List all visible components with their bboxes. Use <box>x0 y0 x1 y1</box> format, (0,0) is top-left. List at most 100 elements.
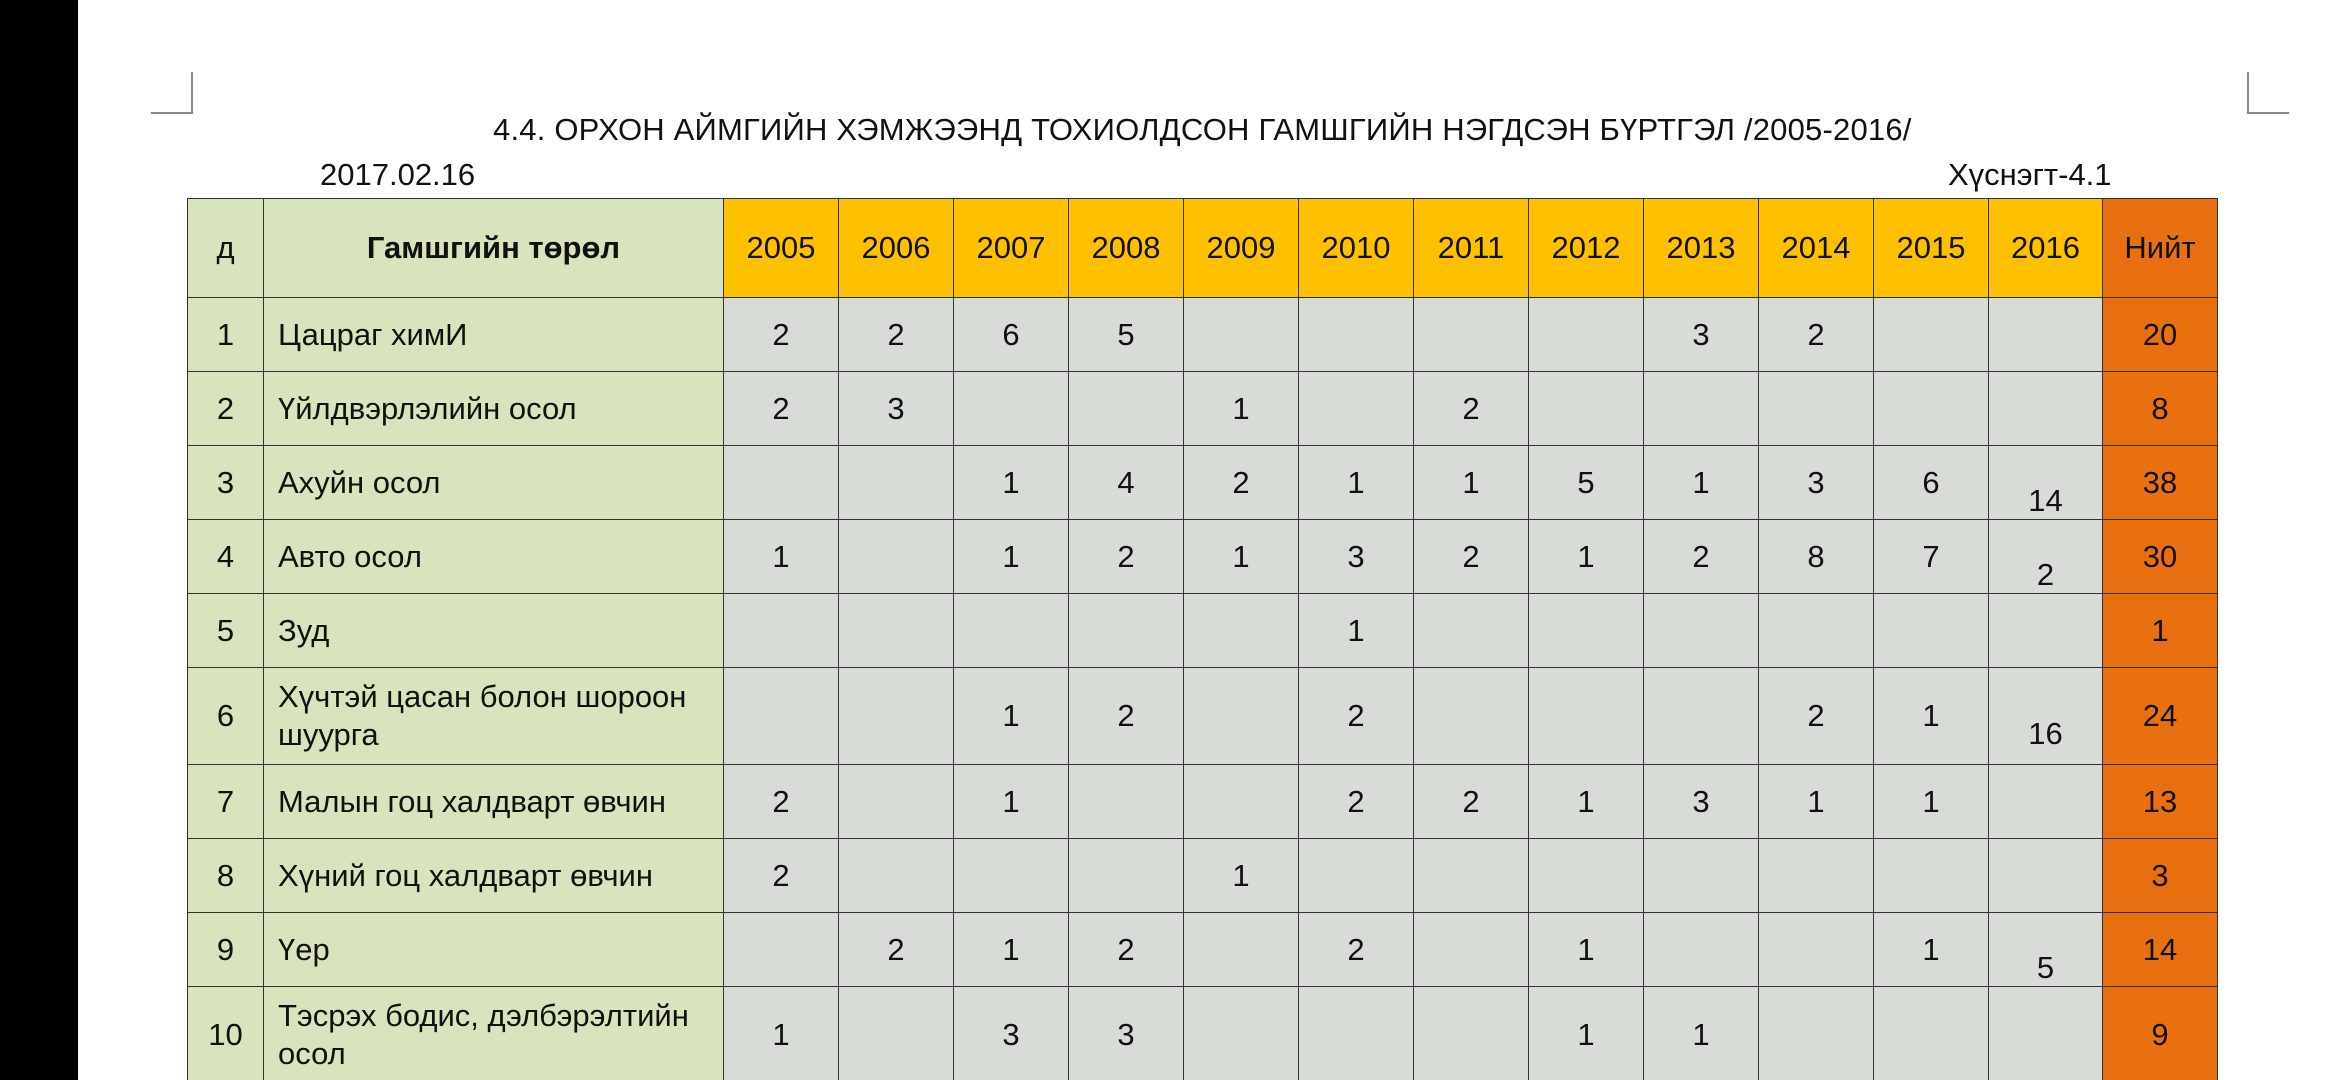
cell-2009 <box>1183 986 1299 1080</box>
header-year-2007: 2007 <box>953 198 1069 298</box>
row-number: 5 <box>187 593 264 668</box>
cell-value: 1 <box>1347 612 1365 648</box>
cell-2014: 8 <box>1758 519 1874 594</box>
cell-2016 <box>1988 986 2103 1080</box>
cell-value: 5 <box>1577 464 1595 500</box>
cell-2008: 2 <box>1068 519 1184 594</box>
cell-value: 2 <box>887 316 905 352</box>
row-number: 9 <box>187 912 264 987</box>
cell-value: 1 <box>1807 783 1825 819</box>
row-total: 1 <box>2102 593 2218 668</box>
disaster-type-cell: Зуд <box>263 593 724 668</box>
cell-value: 14 <box>2028 482 2063 518</box>
cell-2008 <box>1068 764 1184 839</box>
cell-2005 <box>723 593 839 668</box>
cell-2012: 1 <box>1528 986 1644 1080</box>
table-header-row: д Гамшгийн төрөл 2005 2006 2007 2008 2009 201… <box>187 198 2218 298</box>
cell-2009 <box>1183 667 1299 765</box>
table-row: 7 Малын гоц халдварт өвчин 2 1 2 2 1 3 1 1 13 <box>187 764 2218 839</box>
cell-2010 <box>1298 838 1414 913</box>
row-total: 20 <box>2102 297 2218 372</box>
cell-value: 5 <box>2036 949 2055 985</box>
disaster-type-cell: Малын гоц халдварт өвчин <box>263 764 724 839</box>
cell-value: 2 <box>772 857 790 893</box>
cell-2008 <box>1068 371 1184 446</box>
cell-value: 2 <box>1232 464 1250 500</box>
table-row: 4 Авто осол 1 1 2 1 3 2 1 2 8 7 2 30 <box>187 519 2218 594</box>
table-body: 1 Цацраг химИ 2 2 6 5 3 2 20 2 Үйлдвэрлэлийн осол 2… <box>187 297 2218 1080</box>
cell-2006 <box>838 838 954 913</box>
cell-2009: 1 <box>1183 519 1299 594</box>
cell-value: 1 <box>1232 390 1250 426</box>
cell-2010: 2 <box>1298 912 1414 987</box>
cell-2007: 1 <box>953 667 1069 765</box>
cell-2007 <box>953 838 1069 913</box>
header-number: д <box>187 198 264 298</box>
cell-2005: 2 <box>723 838 839 913</box>
row-total: 8 <box>2102 371 2218 446</box>
cell-2010: 1 <box>1298 593 1414 668</box>
cell-value: 1 <box>1002 931 1020 967</box>
cell-value: 1 <box>1577 1017 1595 1052</box>
cell-value: 3 <box>1692 316 1710 352</box>
cell-2005: 2 <box>723 764 839 839</box>
cell-2015: 1 <box>1873 912 1989 987</box>
cell-2016: 16 <box>1988 667 2103 765</box>
cell-value: 2 <box>1807 316 1825 352</box>
cell-value: 2 <box>1347 698 1365 733</box>
cell-value: 1 <box>1347 464 1365 500</box>
cell-2006: 2 <box>838 912 954 987</box>
disaster-type-cell: Тэсрэх бодис, дэлбэрэлтийн осол <box>263 986 724 1080</box>
header-total: Нийт <box>2102 198 2218 298</box>
cell-2007: 1 <box>953 445 1069 520</box>
appendix-label: Хүснэгт-4.1 <box>1948 157 2112 192</box>
cell-2013: 1 <box>1643 445 1759 520</box>
cell-2014 <box>1758 371 1874 446</box>
header-year-2006: 2006 <box>838 198 954 298</box>
cell-2012: 5 <box>1528 445 1644 520</box>
cell-2008: 2 <box>1068 667 1184 765</box>
cell-value: 1 <box>1232 538 1250 574</box>
cell-2008: 3 <box>1068 986 1184 1080</box>
cell-2016 <box>1988 593 2103 668</box>
cell-2008 <box>1068 593 1184 668</box>
cell-value: 3 <box>1347 538 1365 574</box>
cell-value: 1 <box>1692 464 1710 500</box>
row-total: 14 <box>2102 912 2218 987</box>
cell-2016 <box>1988 297 2103 372</box>
document-page: 4.4. ОРХОН АЙМГИЙН ХЭМЖЭЭНД ТОХИОЛДСОН Г… <box>78 0 2340 1080</box>
cell-2012: 1 <box>1528 764 1644 839</box>
cell-2015 <box>1873 838 1989 913</box>
header-year-2016: 2016 <box>1988 198 2103 298</box>
cell-2014: 2 <box>1758 667 1874 765</box>
cell-2014: 1 <box>1758 764 1874 839</box>
cell-value: 3 <box>1002 1017 1020 1052</box>
cell-value: 2 <box>1117 538 1135 574</box>
cell-2015: 7 <box>1873 519 1989 594</box>
cell-2016: 5 <box>1988 912 2103 987</box>
cell-2011 <box>1413 912 1529 987</box>
row-number: 8 <box>187 838 264 913</box>
cell-2009 <box>1183 297 1299 372</box>
cell-2013 <box>1643 593 1759 668</box>
cell-value: 1 <box>1577 538 1595 574</box>
cell-2005 <box>723 912 839 987</box>
cell-2007: 3 <box>953 986 1069 1080</box>
header-year-2015: 2015 <box>1873 198 1989 298</box>
cell-value: 3 <box>887 390 905 426</box>
cell-value: 1 <box>1922 931 1940 967</box>
cell-value: 8 <box>1807 538 1825 574</box>
cell-2014 <box>1758 593 1874 668</box>
row-total: 30 <box>2102 519 2218 594</box>
crop-mark-top-left <box>151 72 193 114</box>
cell-2012 <box>1528 593 1644 668</box>
cell-value: 3 <box>1692 783 1710 819</box>
table-row: 10 Тэсрэх бодис, дэлбэрэлтийн осол 1 3 3 1 1 9 <box>187 986 2218 1080</box>
cell-2005: 1 <box>723 986 839 1080</box>
cell-value: 5 <box>1117 316 1135 352</box>
cell-2012 <box>1528 371 1644 446</box>
cell-value: 6 <box>1922 464 1940 500</box>
cell-value: 2 <box>1692 538 1710 574</box>
disaster-type-cell: Хүчтэй цасан болон шороон шуурга <box>263 667 724 765</box>
cell-2007: 6 <box>953 297 1069 372</box>
